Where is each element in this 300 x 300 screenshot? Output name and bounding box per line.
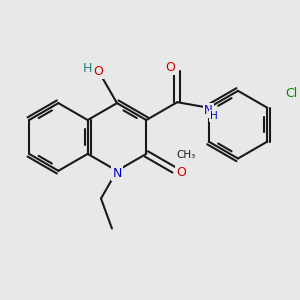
Text: CH₃: CH₃ [177,149,196,160]
Text: Cl: Cl [286,87,298,100]
Text: N: N [204,104,213,117]
Text: O: O [93,65,103,78]
Text: H: H [83,61,92,74]
Text: N: N [112,167,122,180]
Text: H: H [210,111,218,121]
Text: O: O [176,167,186,179]
Text: O: O [165,61,175,74]
